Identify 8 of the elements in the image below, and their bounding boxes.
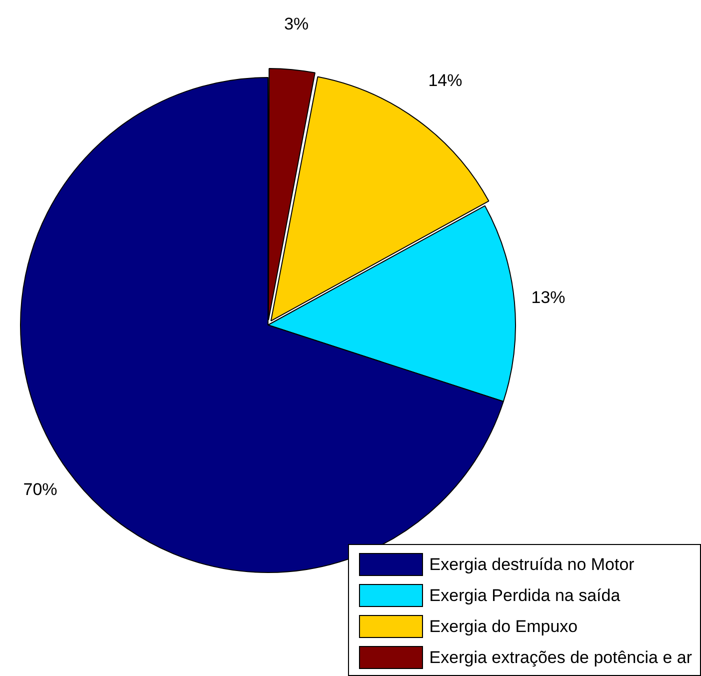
data-label: 14% (428, 70, 462, 90)
data-label: 70% (23, 480, 58, 500)
data-label: 3% (284, 14, 309, 34)
data-label: 13% (531, 288, 566, 308)
legend-label: Exergia do Empuxo (429, 616, 578, 636)
legend-label: Exergia Perdida na saída (429, 586, 620, 606)
legend-label: Exergia destruída no Motor (429, 554, 634, 574)
legend-label: Exergia extrações de potência e ar (429, 648, 692, 668)
